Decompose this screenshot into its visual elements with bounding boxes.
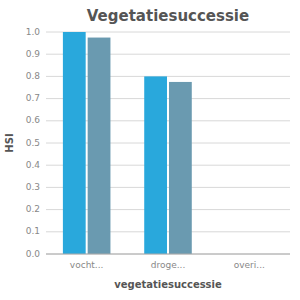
- y-tick-label: 0.9: [26, 49, 41, 59]
- x-axis-label: vegetatiesuccessie: [114, 279, 222, 290]
- y-axis-label: HSI: [4, 133, 15, 152]
- bar: [63, 32, 86, 254]
- title: Vegetatiesuccessie: [87, 7, 249, 25]
- y-tick-label: 0.1: [26, 226, 40, 236]
- bar: [88, 38, 111, 254]
- bar: [169, 82, 192, 254]
- bars: [63, 32, 192, 254]
- y-tick-label: 0.6: [26, 115, 41, 125]
- x-tick-label: vocht...: [70, 260, 104, 270]
- bar: [144, 76, 167, 254]
- grid: [46, 32, 290, 254]
- y-tick-label: 0.0: [26, 249, 41, 259]
- x-axis-line: [46, 254, 290, 255]
- chart: 0.0 0.1 0.2 0.3 0.4 0.5 0.6 0.7 0.8 0.9 1.0 vocht..…: [0, 0, 300, 300]
- y-tick-label: 0.5: [26, 138, 40, 148]
- y-tick-label: 0.7: [26, 93, 40, 103]
- x-tick-label: overi...: [234, 260, 265, 270]
- y-tick-label: 1.0: [26, 27, 41, 37]
- x-tick-label: droge...: [151, 260, 186, 270]
- y-tick-label: 0.3: [26, 182, 40, 192]
- y-tick-label: 0.8: [26, 71, 41, 81]
- y-tick-label: 0.2: [26, 204, 40, 214]
- y-tick-label: 0.4: [26, 160, 41, 170]
- chart-container: 0.0 0.1 0.2 0.3 0.4 0.5 0.6 0.7 0.8 0.9 1.0 vocht..…: [0, 0, 300, 300]
- grid-line: [46, 254, 290, 255]
